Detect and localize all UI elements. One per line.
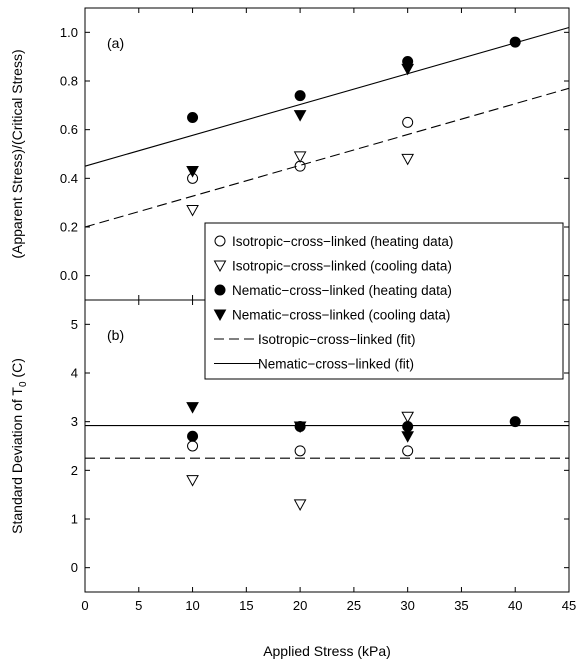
- x-tick-label: 20: [293, 598, 307, 613]
- panel-b-isotropic-cross-linked-heating-data-point: [294, 445, 306, 457]
- panel-b-isotropic-cross-linked-cooling-data-point: [401, 411, 415, 424]
- panel-a-nematic-cross-linked-cooling-data-point: [293, 110, 307, 122]
- legend-entry-isotropic-cross-linked-heating-data-swatch: [214, 235, 226, 247]
- panel-b-y-tick-label: 2: [71, 463, 78, 478]
- legend-entry-nematic-cross-linked-cooling-data-swatch: [213, 309, 227, 322]
- legend-entry-isotropic-cross-linked-cooling-data-label: Isotropic−cross−linked (cooling data): [232, 259, 452, 274]
- x-tick-label: 10: [185, 598, 199, 613]
- legend-entry-isotropic-cross-linked-cooling-data-swatch: [213, 260, 227, 273]
- panel-b-y-tick-label: 0: [71, 560, 78, 575]
- panel-a-isotropic-cross-linked-cooling-data-point: [186, 204, 199, 217]
- panel-a-isotropic-cross-linked-cooling-data-point: [401, 153, 415, 166]
- x-tick-label: 35: [454, 598, 468, 613]
- legend-box: [204, 222, 564, 380]
- panel-b-y-tick-label: 5: [71, 317, 78, 332]
- panel-a-nematic-cross-linked-heating-data-point: [509, 36, 521, 48]
- panel-b-y-axis-label-main: Standard Deviation of T: [9, 387, 25, 534]
- panel-b-y-axis-label-subscript: 0: [18, 381, 29, 387]
- x-tick-label: 45: [562, 598, 576, 613]
- panel-a-isotropic-cross-linked-heating-data-point: [402, 116, 414, 128]
- legend-entry-nematic-cross-linked-heating-data: Nematic−cross−linked (heating data): [214, 283, 452, 298]
- panel-a-nematic-cross-linked-heating-data-point: [187, 112, 199, 123]
- panel-a-nematic-cross-linked-fit-line: [84, 26, 570, 167]
- legend-entry-nematic-cross-linked-heating-data-swatch: [214, 284, 226, 296]
- panel-b-nematic-cross-linked-heating-data-point: [187, 430, 199, 442]
- x-tick-label: 5: [135, 598, 142, 613]
- panel-a-y-tick-label: 0.6: [60, 122, 78, 137]
- panel-a-marks: [84, 26, 570, 228]
- x-tick-label: 40: [508, 598, 522, 613]
- legend-entry-nematic-cross-linked-cooling-data-label: Nematic−cross−linked (cooling data): [232, 308, 450, 323]
- panel-b-nematic-cross-linked-heating-data-point: [402, 421, 414, 433]
- x-axis-label: Applied Stress (kPa): [263, 643, 391, 659]
- x-tick-label: 0: [81, 598, 88, 613]
- panel-b-nematic-cross-linked-cooling-data-point: [186, 402, 199, 414]
- panel-a-y-tick-label: 0.2: [60, 220, 78, 235]
- panel-b-y-tick-label: 4: [71, 366, 78, 381]
- x-tick-label: 25: [347, 598, 361, 613]
- panel-b-y-axis-label-unit: (C): [9, 358, 25, 381]
- panel-a-y-tick-label: 0.4: [60, 171, 78, 186]
- legend-entry-isotropic-cross-linked-fit-label: Isotropic−cross−linked (fit): [258, 332, 416, 347]
- panel-b-isotropic-cross-linked-heating-data-point: [402, 445, 414, 457]
- panel-b-marks: [85, 402, 569, 511]
- panel-a-isotropic-cross-linked-fit-line: [84, 87, 570, 228]
- panel-a-isotropic-cross-linked-cooling-data-point: [293, 151, 307, 163]
- panel-b-nematic-cross-linked-cooling-data-point: [293, 421, 307, 434]
- panel-a-y-tick-label: 0.8: [60, 74, 78, 89]
- legend-entry-isotropic-cross-linked-fit: Isotropic−cross−linked (fit): [214, 332, 416, 347]
- panel-b-isotropic-cross-linked-cooling-data-point: [293, 499, 307, 511]
- panel-a-label: (a): [107, 35, 124, 51]
- legend-entry-isotropic-cross-linked-heating-data: Isotropic−cross−linked (heating data): [214, 234, 453, 249]
- x-tick-label: 15: [239, 598, 253, 613]
- panel-a-nematic-cross-linked-heating-data-point: [294, 90, 306, 102]
- panel-b-isotropic-cross-linked-cooling-data-point: [186, 475, 199, 487]
- legend-entry-isotropic-cross-linked-heating-data-label: Isotropic−cross−linked (heating data): [232, 234, 453, 249]
- legend-entry-nematic-cross-linked-cooling-data: Nematic−cross−linked (cooling data): [213, 308, 450, 323]
- panel-b-y-axis-label: Standard Deviation of T0 (C): [9, 358, 29, 534]
- legend-entry-nematic-cross-linked-fit-label: Nematic−cross−linked (fit): [258, 357, 414, 372]
- panel-a-nematic-cross-linked-cooling-data-point: [401, 63, 415, 76]
- legend-entry-isotropic-cross-linked-cooling-data: Isotropic−cross−linked (cooling data): [213, 259, 452, 274]
- panel-b-isotropic-cross-linked-heating-data-point: [187, 440, 199, 452]
- panel-a-y-axis-label: (Apparent Stress)/(Critical Stress): [9, 49, 25, 258]
- panel-a-y-tick-label: 0.0: [60, 268, 78, 283]
- legend-entry-nematic-cross-linked-heating-data-label: Nematic−cross−linked (heating data): [232, 283, 452, 298]
- panel-a-y-tick-label: 1.0: [60, 25, 78, 40]
- legend-entry-nematic-cross-linked-fit: Nematic−cross−linked (fit): [214, 357, 414, 372]
- panel-a-nematic-cross-linked-cooling-data-point: [186, 166, 199, 178]
- panel-b-nematic-cross-linked-heating-data-point: [509, 416, 521, 428]
- panel-b-nematic-cross-linked-cooling-data-point: [401, 431, 415, 443]
- panel-b-y-tick-label: 3: [71, 414, 78, 429]
- panel-b-label: (b): [107, 327, 124, 343]
- panel-b-y-tick-label: 1: [71, 512, 78, 527]
- x-tick-label: 30: [400, 598, 414, 613]
- legend: Isotropic−cross−linked (heating data) Iso…: [204, 222, 564, 380]
